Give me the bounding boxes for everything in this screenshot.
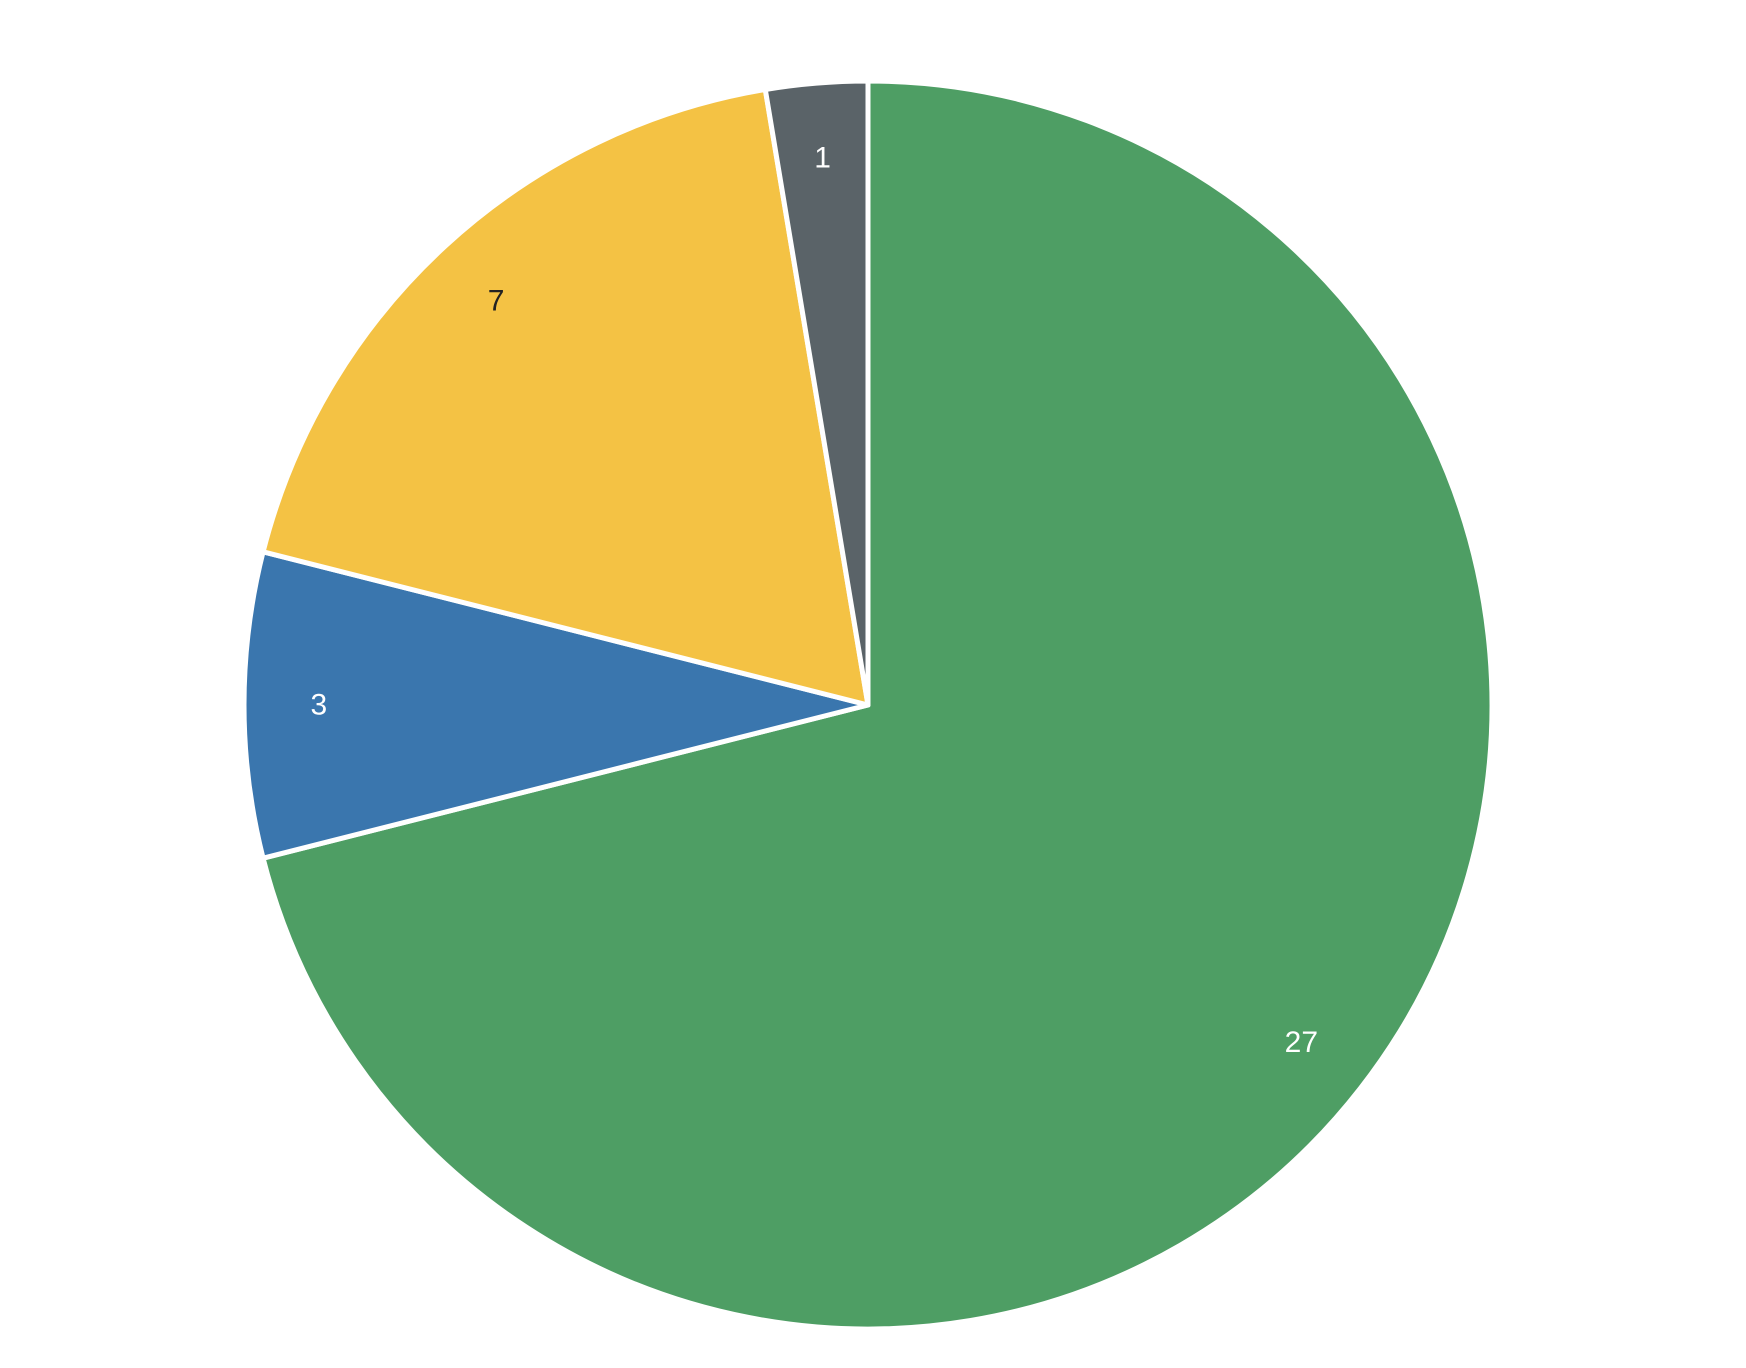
pie-slice-2 [260, 87, 871, 708]
slice-label-2: 7 [488, 284, 505, 317]
slice-label-0: 27 [1285, 1026, 1318, 1059]
slice-label-3: 1 [814, 141, 831, 174]
pie-slice-1 [241, 549, 871, 861]
pie-slice-3 [762, 78, 871, 708]
slice-label-1: 3 [311, 689, 328, 722]
pie-slice-0 [260, 78, 1495, 1332]
